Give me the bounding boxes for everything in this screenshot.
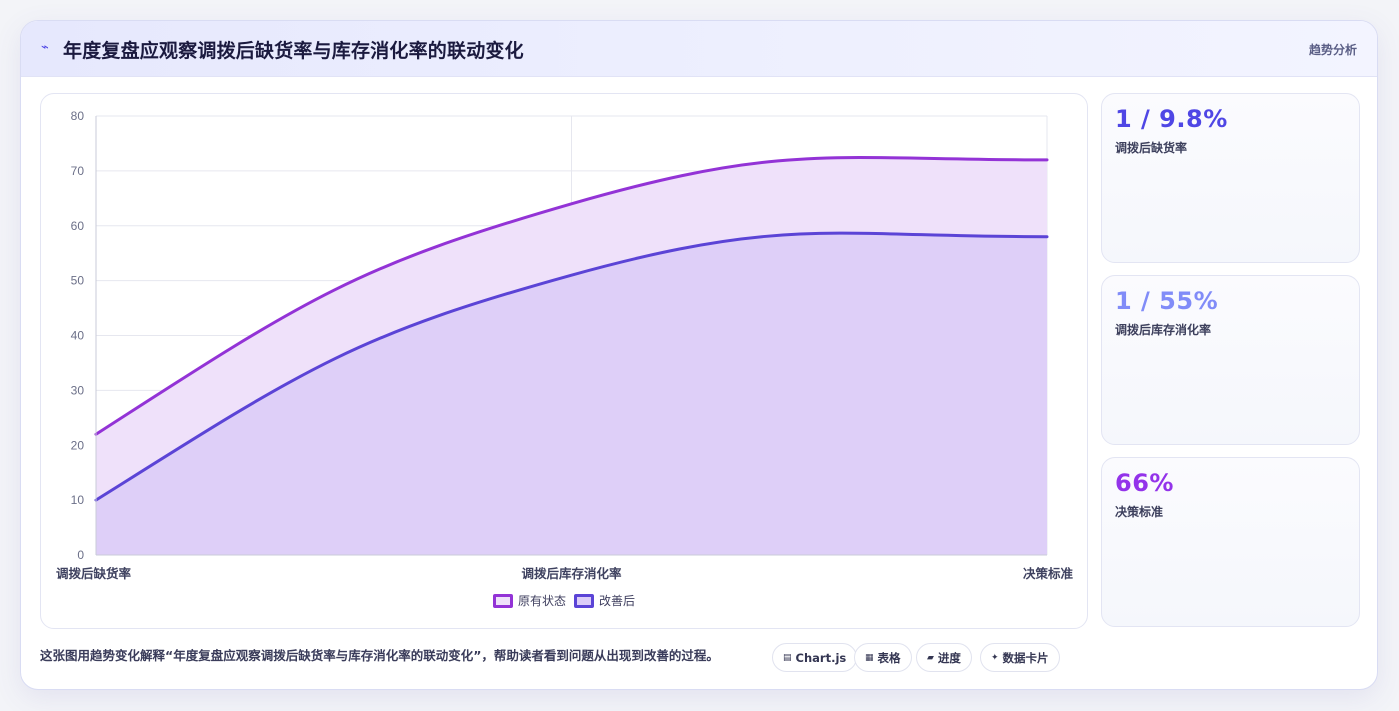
stat-card-decision: 66% 决策标准 xyxy=(1101,457,1360,627)
pill-progress[interactable]: ▰ 进度 xyxy=(916,643,972,672)
pill-chartjs[interactable]: ▤ Chart.js xyxy=(772,643,858,672)
legend-swatch-improved xyxy=(574,593,594,608)
y-tick-label: 10 xyxy=(71,493,85,507)
legend-label-improved: 改善后 xyxy=(599,594,636,608)
sparkle-icon: ✦ xyxy=(991,652,999,663)
legend-label-original: 原有状态 xyxy=(517,594,566,608)
progress-icon: ▰ xyxy=(927,652,934,663)
pill-data-card[interactable]: ✦ 数据卡片 xyxy=(980,643,1060,672)
legend-swatch-original xyxy=(492,593,513,608)
stat-label: 决策标准 xyxy=(1115,505,1164,519)
stat-value: 1 / 9.8% xyxy=(1115,105,1228,133)
stat-label: 调拨后库存消化率 xyxy=(1115,323,1212,337)
stat-card-sellthrough: 1 / 55% 调拨后库存消化率 xyxy=(1101,275,1360,445)
y-tick-label: 40 xyxy=(71,329,85,343)
header-tag: 趋势分析 xyxy=(1308,43,1357,57)
card-header: ⌁ 年度复盘应观察调拨后缺货率与库存消化率的联动变化 趋势分析 xyxy=(21,21,1377,77)
chart-icon: ▤ xyxy=(783,652,792,663)
y-tick-label: 50 xyxy=(71,274,85,288)
pill-label: 表格 xyxy=(877,650,901,665)
x-tick-label: 决策标准 xyxy=(1023,566,1074,581)
stat-label: 调拨后缺货率 xyxy=(1115,141,1188,155)
page-title: 年度复盘应观察调拨后缺货率与库存消化率的联动变化 xyxy=(63,40,524,62)
chart-description: 这张图用趋势变化解释“年度复盘应观察调拨后缺货率与库存消化率的联动变化”，帮助读… xyxy=(40,648,719,663)
y-tick-label: 30 xyxy=(71,383,85,397)
chart-card: ⌁ 年度复盘应观察调拨后缺货率与库存消化率的联动变化 趋势分析 0 10 20 30 4… xyxy=(20,20,1378,690)
trend-line-icon: ⌁ xyxy=(41,40,49,55)
chart-legend: 原有状态 改善后 xyxy=(41,592,1087,609)
chart-panel: 0 10 20 30 40 50 60 70 80 调拨后缺货率 调拨后库存消化率 决策标准 原有状态… xyxy=(40,93,1088,629)
y-tick-label: 20 xyxy=(71,438,85,452)
table-icon: ▦ xyxy=(865,652,874,663)
series-line-0 xyxy=(94,156,1049,436)
y-tick-label: 60 xyxy=(71,219,85,233)
series-area-1 xyxy=(96,233,1047,555)
pill-label: Chart.js xyxy=(795,650,847,665)
pill-label: 数据卡片 xyxy=(1002,650,1049,665)
y-tick-label: 80 xyxy=(71,109,85,123)
legend-item-improved[interactable]: 改善后 xyxy=(574,592,635,609)
stat-value: 66% xyxy=(1115,469,1174,497)
y-tick-label: 70 xyxy=(71,164,85,178)
series-line-1 xyxy=(94,231,1049,502)
area-chart: 0 10 20 30 40 50 60 70 80 调拨后缺货率 调拨后库存消化率 决策标准 xyxy=(56,109,1074,581)
x-tick-label: 调拨后缺货率 xyxy=(56,566,132,581)
y-tick-label: 0 xyxy=(77,548,84,562)
x-tick-label: 调拨后库存消化率 xyxy=(521,566,622,581)
stat-value: 1 / 55% xyxy=(1115,287,1219,315)
pill-table[interactable]: ▦ 表格 xyxy=(854,643,912,672)
legend-item-original[interactable]: 原有状态 xyxy=(492,592,566,609)
stat-card-stockout: 1 / 9.8% 调拨后缺货率 xyxy=(1101,93,1360,263)
pill-label: 进度 xyxy=(937,650,961,665)
